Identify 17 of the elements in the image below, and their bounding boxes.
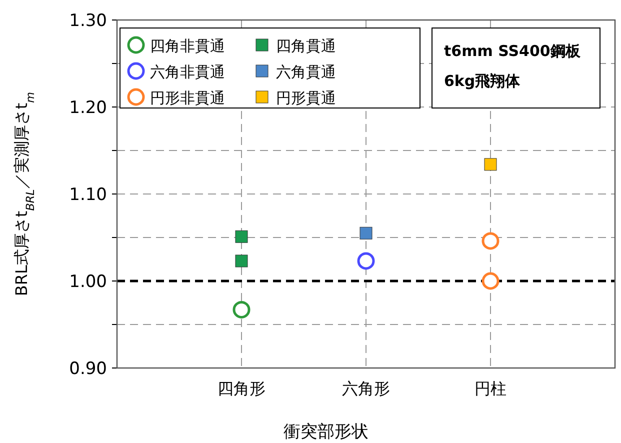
annotation: t6mm SS400鋼板 (444, 42, 582, 60)
y-tick-label: 1.20 (69, 98, 107, 118)
legend-label: 四角貫通 (276, 37, 336, 55)
legend-label: 六角非貫通 (150, 63, 225, 81)
legend-label: 円形貫通 (276, 89, 336, 107)
legend-label: 四角非貫通 (150, 37, 225, 55)
x-axis-title: 衝突部形状 (284, 422, 368, 442)
y-tick-label: 0.90 (69, 359, 107, 379)
legend-label: 六角貫通 (276, 63, 336, 81)
x-tick-label: 六角形 (342, 379, 390, 398)
y-tick-label: 1.00 (69, 272, 107, 292)
annotation: 6kg飛翔体 (444, 72, 522, 90)
x-tick-label: 円柱 (474, 379, 506, 398)
x-tick-label: 四角形 (218, 379, 266, 398)
y-tick-label: 1.30 (69, 11, 107, 31)
y-tick-label: 1.10 (69, 185, 107, 205)
legend-label: 円形非貫通 (150, 89, 225, 107)
